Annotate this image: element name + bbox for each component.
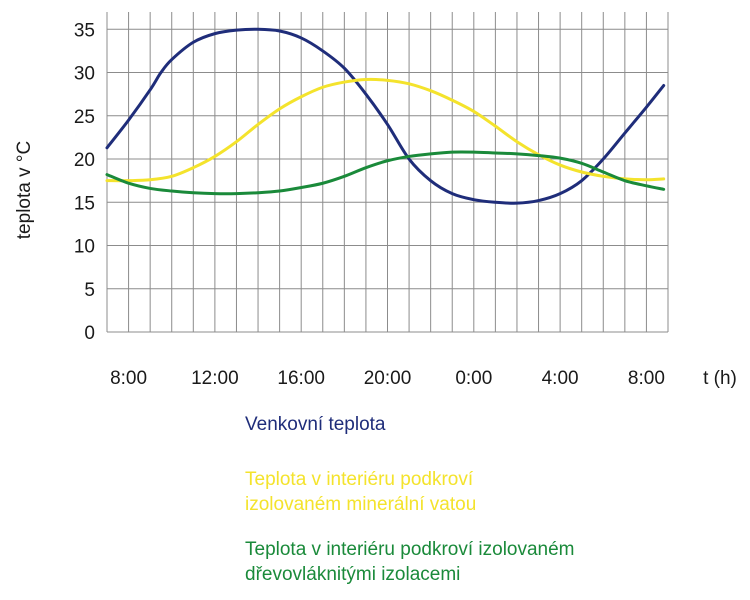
x-tick-label: 4:00 [542, 368, 579, 389]
x-tick-label: 20:00 [364, 368, 412, 389]
x-tick-label: 0:00 [455, 368, 492, 389]
legend-entry-outdoor-line-1: Venkovní teplota [245, 414, 386, 435]
series-line-outdoor [105, 27, 666, 205]
x-tick-label: 8:00 [110, 368, 147, 389]
series-line-wood-fiber [105, 150, 666, 196]
legend-entry-outdoor: Venkovní teplota [245, 412, 386, 437]
chart-canvas: 0 5 10 15 20 25 30 35 8:00 12:00 16:00 20:00 0:00 4:… [14, 12, 737, 389]
x-axis-ticks: 8:00 12:00 16:00 20:00 0:00 4:00 8:00 [110, 368, 665, 389]
grid [106, 12, 669, 333]
legend-entry-wood-fiber-line-2: dřevovláknitými izolacemi [245, 564, 461, 585]
y-tick-label: 0 [84, 323, 95, 344]
y-tick-label: 35 [74, 20, 95, 41]
y-axis-ticks: 0 5 10 15 20 25 30 35 [74, 20, 95, 344]
legend-entry-mineral-wool-line-1: Teplota v interiéru podkroví [245, 469, 474, 490]
y-tick-label: 20 [74, 150, 95, 171]
y-tick-label: 15 [74, 193, 95, 214]
x-tick-label: 8:00 [628, 368, 665, 389]
y-tick-label: 30 [74, 64, 95, 85]
y-tick-label: 10 [74, 237, 95, 258]
legend-entry-wood-fiber: Teplota v interiéru podkroví izolovaném … [245, 537, 575, 587]
x-tick-label: 16:00 [277, 368, 325, 389]
series-group [105, 27, 666, 205]
x-tick-label: 12:00 [191, 368, 239, 389]
legend-entry-wood-fiber-line-1: Teplota v interiéru podkroví izolovaném [245, 539, 575, 560]
legend-entry-mineral-wool-line-2: izolovaném minerální vatou [245, 494, 477, 515]
y-tick-label: 25 [74, 107, 95, 128]
y-tick-label: 5 [84, 280, 95, 301]
legend-entry-mineral-wool: Teplota v interiéru podkroví izolovaném … [245, 467, 476, 517]
x-axis-label: t (h) [703, 368, 737, 389]
series-line-mineral-wool [105, 77, 666, 183]
y-axis-label: teplota v °C [14, 141, 35, 239]
